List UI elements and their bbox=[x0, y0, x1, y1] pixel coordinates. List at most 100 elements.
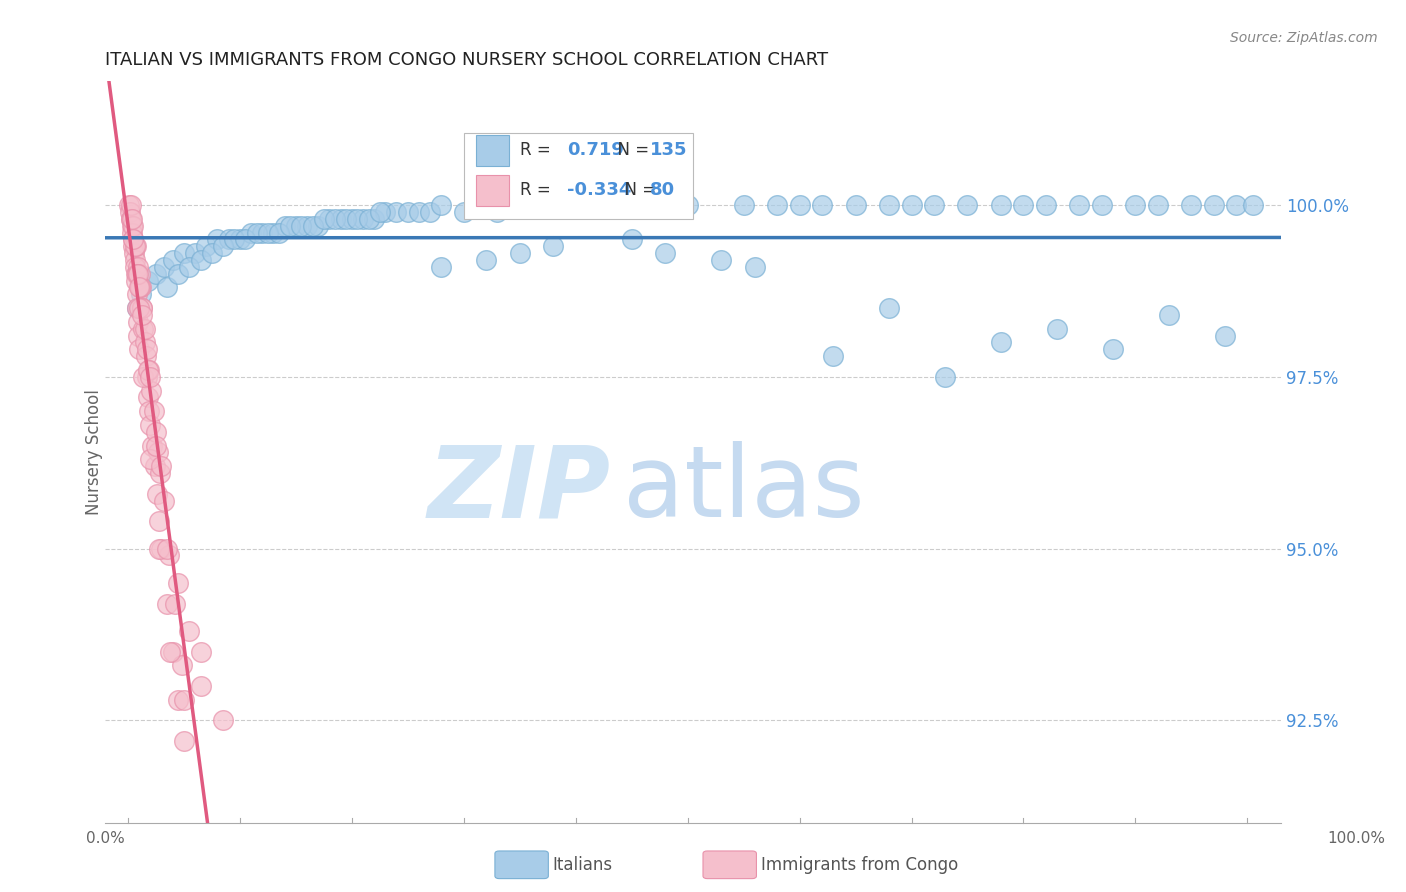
Point bbox=[643, 198, 665, 212]
Point bbox=[430, 260, 453, 274]
Point bbox=[136, 274, 159, 288]
Point bbox=[586, 198, 609, 212]
Text: 0.719: 0.719 bbox=[568, 141, 624, 159]
Y-axis label: Nursery School: Nursery School bbox=[86, 390, 103, 516]
Point bbox=[877, 301, 900, 315]
Point bbox=[1012, 198, 1035, 212]
Point bbox=[143, 459, 166, 474]
Point bbox=[139, 452, 162, 467]
Point bbox=[990, 198, 1012, 212]
Point bbox=[620, 232, 643, 246]
Point bbox=[125, 274, 148, 288]
Point bbox=[654, 246, 676, 260]
Point bbox=[346, 211, 368, 226]
Point bbox=[789, 198, 811, 212]
Point bbox=[235, 232, 257, 246]
Point bbox=[733, 198, 755, 212]
Point bbox=[179, 624, 201, 638]
Point bbox=[396, 205, 419, 219]
Bar bbox=[464, 133, 693, 219]
Point bbox=[122, 232, 145, 246]
Point bbox=[262, 226, 284, 240]
Point bbox=[620, 198, 643, 212]
Point bbox=[956, 198, 979, 212]
Point bbox=[120, 211, 142, 226]
Point bbox=[152, 493, 174, 508]
Text: Source: ZipAtlas.com: Source: ZipAtlas.com bbox=[1230, 31, 1378, 45]
Point bbox=[239, 226, 262, 240]
Point bbox=[173, 246, 195, 260]
Point bbox=[744, 260, 766, 274]
Point bbox=[128, 301, 150, 315]
Text: ITALIAN VS IMMIGRANTS FROM CONGO NURSERY SCHOOL CORRELATION CHART: ITALIAN VS IMMIGRANTS FROM CONGO NURSERY… bbox=[105, 51, 828, 69]
Point bbox=[150, 459, 173, 474]
Point bbox=[250, 226, 273, 240]
Point bbox=[167, 693, 190, 707]
Point bbox=[124, 267, 146, 281]
Text: -0.334: -0.334 bbox=[568, 181, 631, 199]
Point bbox=[148, 541, 170, 556]
Point bbox=[1157, 308, 1180, 322]
Point bbox=[134, 322, 156, 336]
Point bbox=[145, 438, 167, 452]
Point bbox=[163, 597, 186, 611]
Point bbox=[363, 211, 385, 226]
Point bbox=[922, 198, 945, 212]
Point bbox=[1046, 322, 1069, 336]
Point bbox=[122, 239, 145, 253]
Point bbox=[190, 679, 212, 693]
Point bbox=[167, 576, 190, 591]
Point bbox=[131, 301, 153, 315]
Text: 80: 80 bbox=[650, 181, 675, 199]
Point bbox=[159, 645, 181, 659]
Point bbox=[156, 280, 179, 294]
Point bbox=[131, 308, 153, 322]
Point bbox=[127, 260, 149, 274]
Point bbox=[136, 363, 159, 377]
Point bbox=[124, 239, 146, 253]
Point bbox=[124, 239, 146, 253]
Text: 0.0%: 0.0% bbox=[86, 831, 125, 846]
Point bbox=[307, 219, 329, 233]
Point bbox=[138, 363, 160, 377]
Point bbox=[823, 349, 845, 363]
Point bbox=[408, 205, 430, 219]
Point bbox=[290, 219, 312, 233]
Text: R =: R = bbox=[520, 181, 557, 199]
Text: Italians: Italians bbox=[553, 856, 613, 874]
Point bbox=[357, 211, 380, 226]
Point bbox=[256, 226, 278, 240]
Point bbox=[267, 226, 290, 240]
Point bbox=[430, 198, 453, 212]
Point bbox=[141, 384, 163, 398]
Point bbox=[1091, 198, 1114, 212]
Point bbox=[212, 714, 235, 728]
Point bbox=[1146, 198, 1168, 212]
Point bbox=[301, 219, 323, 233]
Point bbox=[766, 198, 789, 212]
Point bbox=[374, 205, 396, 219]
Point bbox=[125, 301, 148, 315]
Point bbox=[201, 246, 224, 260]
Point bbox=[125, 287, 148, 301]
Point bbox=[1035, 198, 1057, 212]
Point bbox=[877, 198, 900, 212]
Point bbox=[486, 205, 509, 219]
Point bbox=[385, 205, 408, 219]
Point bbox=[212, 239, 235, 253]
Point bbox=[340, 211, 363, 226]
Point bbox=[145, 267, 167, 281]
Point bbox=[120, 198, 142, 212]
Point bbox=[167, 267, 190, 281]
Point bbox=[129, 280, 152, 294]
Point bbox=[170, 658, 193, 673]
Point bbox=[335, 211, 357, 226]
Text: R =: R = bbox=[520, 141, 557, 159]
Point bbox=[207, 232, 229, 246]
Point bbox=[184, 246, 207, 260]
Point bbox=[1102, 343, 1125, 357]
Bar bbox=[475, 135, 509, 166]
Point bbox=[135, 343, 157, 357]
Point bbox=[1125, 198, 1147, 212]
Point bbox=[118, 198, 141, 212]
